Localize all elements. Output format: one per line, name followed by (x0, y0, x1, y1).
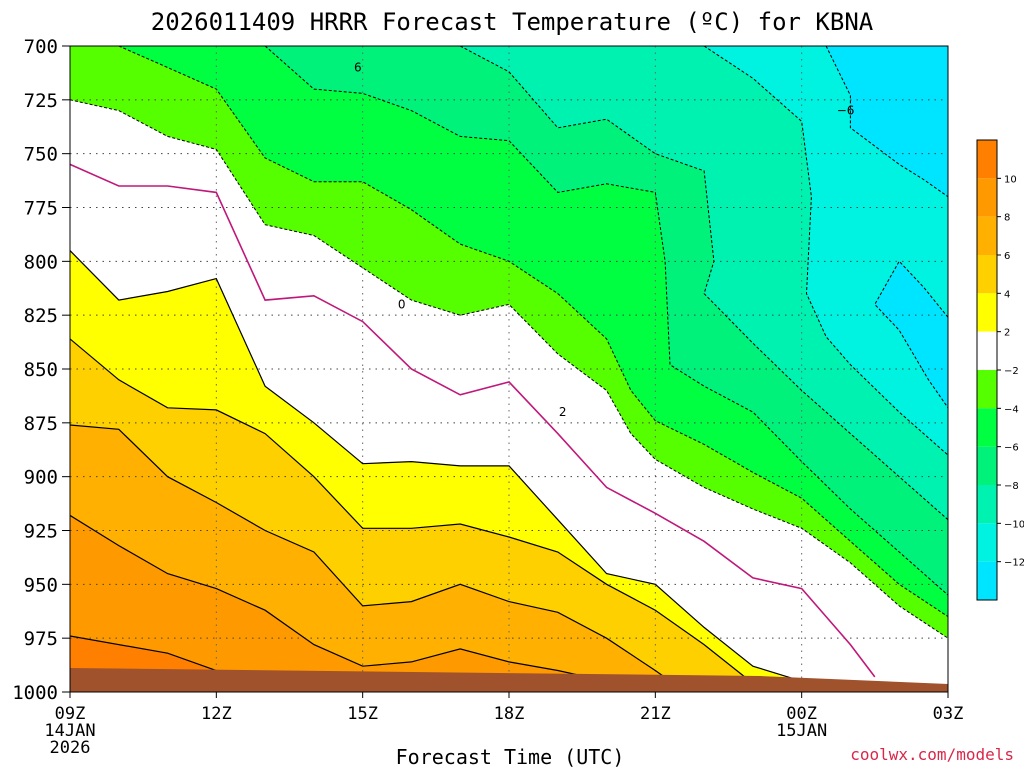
colorbar-band--12--10 (977, 523, 997, 562)
x-tick-label-12Z: 12Z (201, 704, 232, 724)
x-tick-label-15Z: 15Z (347, 704, 378, 724)
y-tick-label-750: 750 (24, 144, 58, 166)
isotherm-6c-2 (70, 424, 681, 689)
x-tick-label-21Z: 21Z (640, 704, 671, 724)
isotherm-4c-3 (70, 338, 754, 684)
colorbar-tick-label: −12 (1004, 558, 1024, 569)
y-tick-label-875: 875 (24, 413, 58, 435)
colorbar-tick-label: −8 (1004, 481, 1019, 492)
colorbar-band--4--2 (977, 370, 997, 409)
contour-label-3: 2 (559, 405, 567, 419)
x-tick-label-00Z: 00Z (786, 704, 817, 724)
y-tick-label-1000: 1000 (12, 682, 58, 704)
colorbar-band--2-2 (977, 331, 997, 370)
y-tick-label-725: 725 (24, 90, 58, 112)
fill-region-below--8c (70, 46, 948, 520)
contour-label-text: 2 (559, 405, 567, 419)
y-tick-label-850: 850 (24, 359, 58, 381)
temperature-fill-regions (70, 46, 948, 692)
x-tick-year-09Z: 2026 (50, 738, 91, 758)
colorbar-band-2-4 (977, 293, 997, 332)
y-tick-label-975: 975 (24, 628, 58, 650)
colorbar-band--8--6 (977, 446, 997, 485)
colorbar-tick-label: −4 (1004, 404, 1019, 415)
colorbar-band-4-6 (977, 255, 997, 294)
colorbar-band-8-10 (977, 178, 997, 217)
isotherm-0c-5 (70, 163, 876, 678)
colorbar-band--14--12 (977, 561, 997, 600)
colorbar-tick-label: −6 (1004, 443, 1019, 454)
y-tick-label-925: 925 (24, 521, 58, 543)
x-tick-label-03Z: 03Z (933, 704, 964, 724)
plot-area: 6 −6 0 2 (70, 46, 948, 692)
isotherm--12c-11 (825, 46, 948, 198)
contour-label-1: −6 (837, 104, 855, 118)
y-tick-label-825: 825 (24, 305, 58, 327)
isotherm--2c-6 (70, 99, 948, 639)
isotherm-8c-1 (70, 514, 651, 689)
x-tick-label-09Z: 09Z (55, 704, 86, 724)
y-tick-label-700: 700 (24, 36, 58, 58)
contour-label-text: 0 (398, 297, 406, 311)
ground-surface (70, 668, 948, 692)
y-tick-label-800: 800 (24, 251, 58, 273)
y-tick-label-950: 950 (24, 574, 58, 596)
contour-label-text: 6 (354, 61, 362, 75)
x-tick-date-09Z: 14JAN (44, 721, 95, 741)
contour-labels: 6 −6 0 2 (354, 61, 854, 420)
credit-text[interactable]: coolwx.com/models (850, 745, 1014, 764)
colorbar-tick-label: 6 (1004, 251, 1010, 262)
y-tick-label-900: 900 (24, 467, 58, 489)
isotherm-2c-4 (70, 250, 827, 689)
isotherm--10c-10 (703, 46, 948, 456)
isotherm--6c-8 (264, 46, 948, 596)
contour-label-0: 6 (354, 61, 362, 75)
x-axis-label: Forecast Time (UTC) (396, 745, 625, 768)
isotherm--4c-7 (118, 46, 948, 618)
colorbar-band--10--8 (977, 485, 997, 524)
colorbar-tick-label: 10 (1004, 174, 1017, 185)
y-tick-label-775: 775 (24, 198, 58, 220)
contour-label-text: −6 (837, 104, 855, 118)
isotherm--8c-9 (459, 46, 948, 521)
y-axis: 700 725 750 775 800 825 850 875 900 925 950 975 1000 (12, 36, 70, 704)
isotherm-lines (70, 46, 948, 689)
fill-region-below--12c (874, 261, 948, 408)
fill-region-below--12c (70, 46, 948, 197)
colorbar: 10 8 6 4 2 −2 −4 −6 −8 −10 −12 (976, 139, 1024, 601)
x-tick-label-18Z: 18Z (494, 704, 525, 724)
colorbar-band--6--4 (977, 408, 997, 447)
colorbar-tick-label: −2 (1004, 366, 1019, 377)
colorbar-band-6-8 (977, 216, 997, 255)
colorbar-band-10-12 (977, 140, 997, 179)
x-tick-date-00Z: 15JAN (776, 721, 827, 741)
colorbar-tick-label: 4 (1004, 289, 1010, 300)
isotherm--12c-12 (874, 260, 948, 409)
colorbar-tick-label: 8 (1004, 213, 1010, 224)
chart-title: 2026011409 HRRR Forecast Temperature (ºC… (151, 8, 874, 36)
colorbar-tick-label: −10 (1004, 519, 1024, 530)
contour-label-2: 0 (398, 297, 406, 311)
colorbar-tick-label: 2 (1004, 328, 1010, 339)
